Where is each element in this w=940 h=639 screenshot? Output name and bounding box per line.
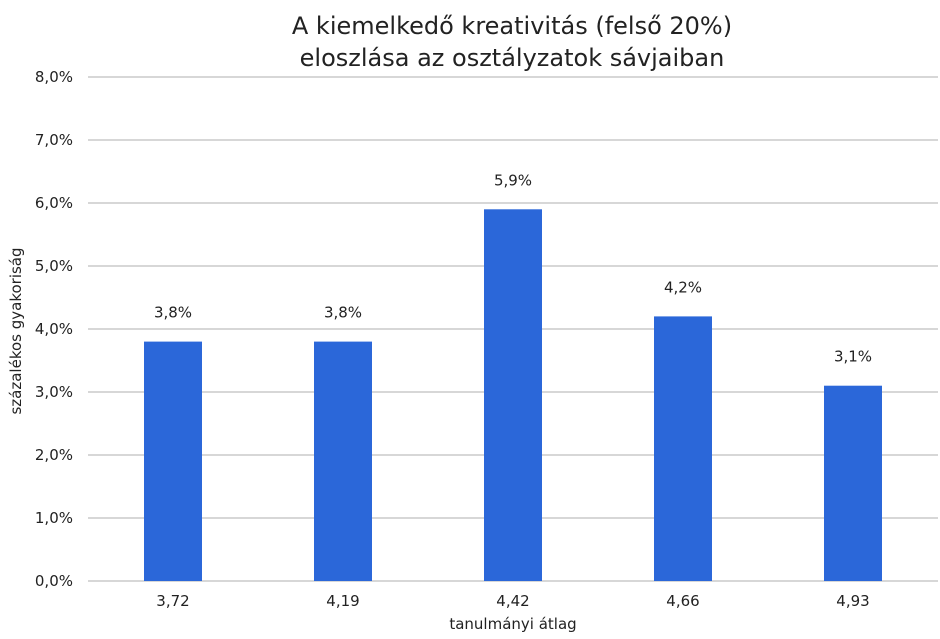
bar-2 [484,209,542,582]
y-tick-label: 2,0% [35,446,73,464]
data-label: 3,1% [834,348,872,366]
x-axis-tick-labels: 3,72 4,19 4,42 4,66 4,93 [156,592,869,610]
data-label: 4,2% [664,278,702,296]
x-axis-label: tanulmányi átlag [449,615,576,633]
y-tick-label: 0,0% [35,572,73,590]
x-tick-label: 4,42 [496,592,529,610]
data-label: 3,8% [324,304,362,322]
y-axis-label: százalékos gyakoriság [7,247,25,414]
y-tick-label: 4,0% [35,320,73,338]
x-tick-label: 4,19 [326,592,359,610]
x-tick-label: 3,72 [156,592,189,610]
y-tick-label: 3,0% [35,383,73,401]
x-tick-label: 4,93 [836,592,869,610]
bar-1 [314,341,372,581]
data-label: 5,9% [494,171,532,189]
bar-0 [144,341,202,581]
bar-4 [824,385,882,581]
y-axis-tick-labels: 0,0% 1,0% 2,0% 3,0% 4,0% 5,0% 6,0% 7,0% 8,0% [35,68,73,590]
data-labels: 3,8% 3,8% 5,9% 4,2% 3,1% [154,171,872,365]
y-tick-label: 1,0% [35,509,73,527]
y-tick-label: 5,0% [35,257,73,275]
bar-3 [654,316,712,581]
data-label: 3,8% [154,304,192,322]
x-tick-label: 4,66 [666,592,699,610]
chart-title-line-2: eloszlása az osztályzatok sávjaiban [300,44,725,72]
y-tick-label: 6,0% [35,194,73,212]
chart-title-line-1: A kiemelkedő kreativitás (felső 20%) [292,12,732,40]
y-tick-label: 7,0% [35,131,73,149]
bars [144,209,882,582]
y-tick-label: 8,0% [35,68,73,86]
